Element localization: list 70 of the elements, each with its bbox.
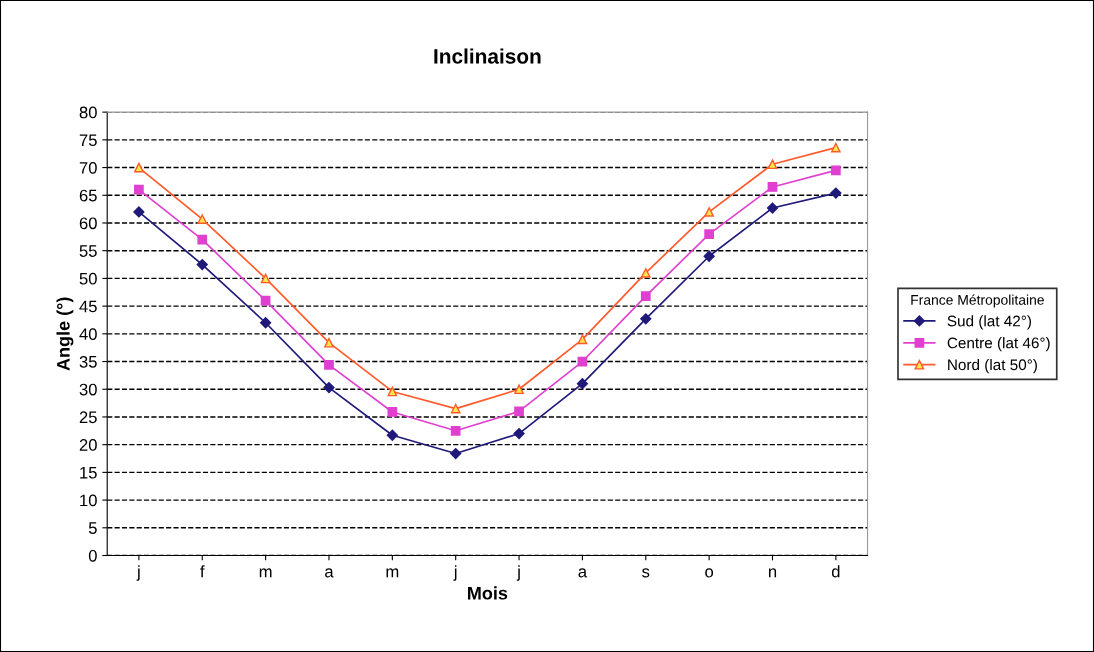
x-tick-label: a <box>578 568 588 578</box>
y-tick-label: 20 <box>79 439 97 451</box>
point <box>196 258 208 271</box>
point <box>324 337 334 348</box>
point <box>260 317 272 329</box>
y-tick-label: 45 <box>79 300 97 313</box>
point <box>640 313 652 325</box>
y-tick-label: 75 <box>79 134 97 147</box>
point <box>387 407 398 417</box>
legend-title: France Métropolitaine <box>911 294 1044 308</box>
point <box>450 425 461 436</box>
point <box>577 334 588 345</box>
legend-label: Nord (lat 50°) <box>948 358 1037 374</box>
y-tick-label: 80 <box>79 106 97 119</box>
point <box>767 159 778 170</box>
point <box>134 184 144 195</box>
point <box>323 381 335 394</box>
y-tick-label: 60 <box>79 217 97 230</box>
y-tick-label: 55 <box>79 245 97 257</box>
point <box>324 359 334 370</box>
y-tick-label: 15 <box>80 466 97 479</box>
x-tick-label: d <box>831 565 840 578</box>
x-tick-label: m <box>259 568 272 578</box>
y-axis-title: Angle (°) <box>56 297 74 371</box>
point <box>514 384 524 395</box>
x-tick-label: j <box>516 565 520 581</box>
x-tick-label: o <box>705 568 714 578</box>
point <box>133 206 145 218</box>
x-tick-label: f <box>200 565 205 578</box>
chart-title: Inclinaison <box>434 48 541 64</box>
point <box>640 291 651 302</box>
point <box>450 403 461 414</box>
point <box>767 182 778 192</box>
x-axis-title: Mois <box>468 586 508 600</box>
point <box>514 406 524 417</box>
y-tick-label: 70 <box>79 161 97 174</box>
point <box>197 214 208 224</box>
x-tick-label: a <box>325 568 334 578</box>
point <box>387 386 398 397</box>
x-tick-label: j <box>136 565 140 581</box>
point <box>704 207 715 217</box>
point <box>766 202 779 214</box>
point <box>830 142 841 153</box>
point <box>197 234 208 245</box>
legend-label: Centre (lat 46°) <box>947 337 1050 352</box>
x-tick-label: j <box>453 565 457 581</box>
y-tick-label: 5 <box>88 522 97 534</box>
point <box>576 378 589 390</box>
point <box>830 165 841 176</box>
y-tick-label: 35 <box>79 355 97 368</box>
x-tick-label: m <box>386 568 399 578</box>
y-tick-label: 30 <box>79 383 97 396</box>
point <box>260 273 271 284</box>
y-tick-label: 50 <box>79 272 97 285</box>
y-tick-label: 25 <box>79 411 97 424</box>
point <box>386 429 398 441</box>
y-tick-label: 40 <box>79 328 97 341</box>
point <box>640 268 651 278</box>
y-tick-label: 0 <box>88 549 97 562</box>
y-tick-label: 10 <box>80 494 97 507</box>
y-tick-label: 65 <box>79 189 97 202</box>
point <box>704 229 715 239</box>
legend-label: Sud (lat 42°) <box>947 315 1032 330</box>
point <box>703 250 715 262</box>
x-tick-label: n <box>768 568 777 578</box>
point <box>134 162 144 173</box>
point <box>450 447 462 460</box>
point <box>830 187 842 199</box>
x-tick-label: s <box>642 568 650 578</box>
point <box>513 427 525 440</box>
